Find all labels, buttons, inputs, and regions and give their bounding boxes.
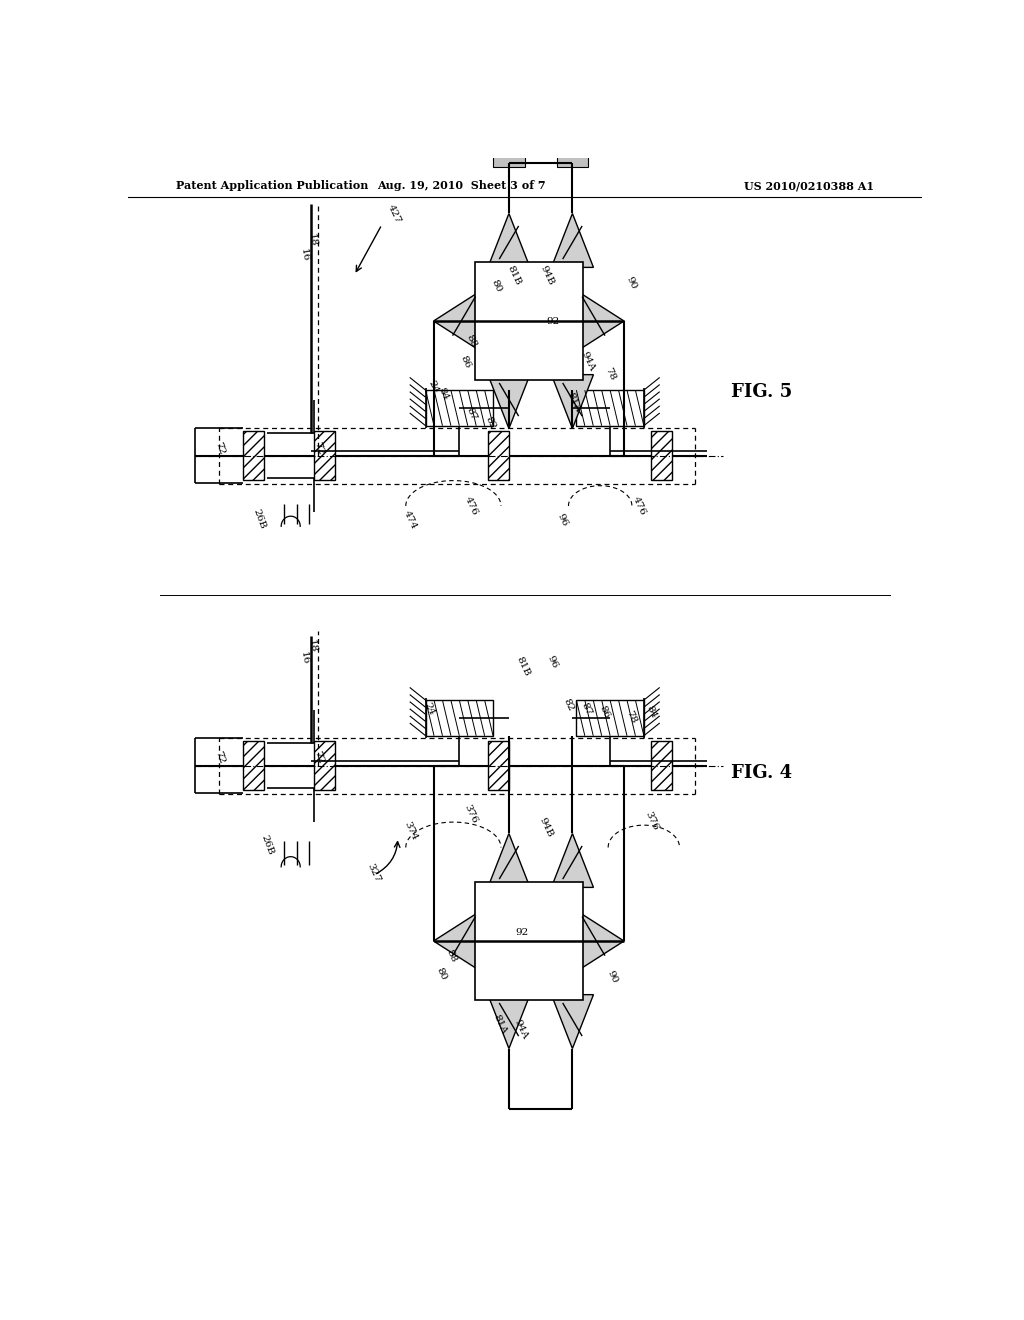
Text: 72: 72 bbox=[214, 750, 226, 764]
Polygon shape bbox=[487, 375, 530, 429]
Text: 376: 376 bbox=[463, 803, 479, 825]
Polygon shape bbox=[487, 833, 530, 887]
Text: 476: 476 bbox=[463, 495, 479, 517]
Text: 24: 24 bbox=[427, 379, 440, 395]
Text: 18: 18 bbox=[306, 639, 317, 653]
Bar bbox=[475, 882, 583, 1001]
Polygon shape bbox=[574, 909, 624, 973]
Text: 96: 96 bbox=[546, 653, 559, 669]
Text: 26B: 26B bbox=[259, 833, 274, 855]
Text: 96: 96 bbox=[556, 512, 569, 528]
Text: 88: 88 bbox=[464, 334, 478, 350]
Text: 86: 86 bbox=[459, 354, 472, 370]
Bar bbox=[488, 742, 509, 791]
Bar bbox=[494, 154, 525, 166]
Bar bbox=[426, 391, 494, 426]
Text: 86: 86 bbox=[597, 705, 611, 721]
Bar bbox=[651, 742, 672, 791]
Bar bbox=[651, 432, 672, 480]
Text: 78: 78 bbox=[603, 366, 617, 381]
Text: 81B: 81B bbox=[505, 264, 522, 286]
Text: US 2010/0210388 A1: US 2010/0210388 A1 bbox=[744, 181, 873, 191]
Text: 82: 82 bbox=[561, 697, 575, 713]
Text: 82: 82 bbox=[483, 414, 497, 430]
Polygon shape bbox=[551, 214, 594, 268]
Text: 81A: 81A bbox=[565, 391, 583, 413]
Text: 94A: 94A bbox=[512, 1018, 529, 1040]
Text: 72: 72 bbox=[214, 441, 226, 455]
Text: 474: 474 bbox=[401, 510, 418, 531]
Text: 87: 87 bbox=[580, 701, 594, 717]
Text: 90: 90 bbox=[605, 969, 618, 985]
Text: 88: 88 bbox=[444, 948, 459, 964]
Text: 90: 90 bbox=[625, 276, 639, 292]
Text: 72: 72 bbox=[312, 441, 325, 455]
Text: Aug. 19, 2010  Sheet 3 of 7: Aug. 19, 2010 Sheet 3 of 7 bbox=[377, 181, 546, 191]
Text: 87: 87 bbox=[465, 405, 478, 421]
Bar bbox=[314, 432, 335, 480]
Text: 72: 72 bbox=[312, 750, 325, 764]
Bar bbox=[314, 742, 335, 791]
Text: 78: 78 bbox=[625, 710, 638, 725]
Text: FIG. 4: FIG. 4 bbox=[731, 764, 793, 783]
Polygon shape bbox=[574, 289, 624, 352]
Text: 94A: 94A bbox=[580, 350, 597, 374]
Text: 94B: 94B bbox=[539, 264, 555, 286]
Polygon shape bbox=[433, 289, 483, 352]
Text: 327: 327 bbox=[366, 862, 382, 884]
Bar bbox=[243, 742, 264, 791]
Text: 26B: 26B bbox=[251, 508, 266, 531]
Bar bbox=[577, 700, 644, 735]
Polygon shape bbox=[551, 375, 594, 429]
Bar bbox=[577, 391, 644, 426]
Polygon shape bbox=[487, 214, 530, 268]
Text: 374: 374 bbox=[402, 820, 419, 842]
Bar bbox=[557, 154, 589, 166]
Polygon shape bbox=[433, 909, 483, 973]
Text: 24: 24 bbox=[423, 701, 436, 717]
Text: 476: 476 bbox=[631, 495, 647, 517]
Bar bbox=[488, 432, 509, 480]
Polygon shape bbox=[487, 995, 530, 1048]
Polygon shape bbox=[551, 995, 594, 1048]
Text: 18: 18 bbox=[306, 232, 317, 247]
Text: 92: 92 bbox=[546, 317, 559, 326]
Text: 92: 92 bbox=[516, 928, 529, 937]
Text: Patent Application Publication: Patent Application Publication bbox=[176, 181, 368, 191]
Bar bbox=[243, 432, 264, 480]
Text: 84: 84 bbox=[645, 705, 658, 721]
Text: FIG. 5: FIG. 5 bbox=[731, 383, 793, 401]
Text: 81A: 81A bbox=[490, 1012, 508, 1036]
Text: 84: 84 bbox=[436, 387, 450, 403]
Text: 80: 80 bbox=[489, 277, 503, 293]
Text: 376: 376 bbox=[643, 810, 660, 832]
Text: 94B: 94B bbox=[538, 816, 555, 838]
Bar bbox=[426, 700, 494, 735]
Bar bbox=[475, 263, 583, 380]
Text: 81B: 81B bbox=[515, 655, 531, 678]
Text: 16: 16 bbox=[299, 248, 310, 263]
Text: 16: 16 bbox=[299, 651, 310, 665]
Text: 80: 80 bbox=[434, 966, 449, 982]
Polygon shape bbox=[551, 833, 594, 887]
Text: 427: 427 bbox=[386, 203, 402, 226]
